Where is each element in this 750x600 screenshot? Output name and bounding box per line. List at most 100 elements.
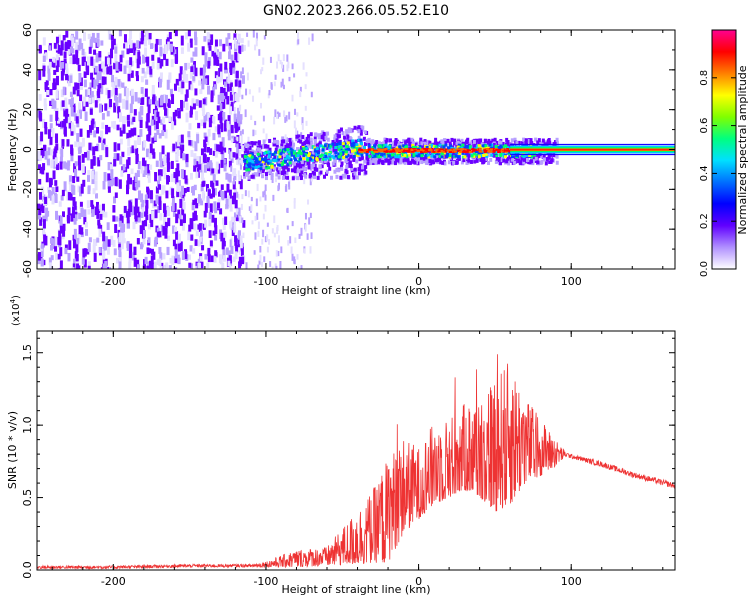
spectrogram-cell — [158, 246, 162, 254]
spectrogram-cell — [404, 149, 408, 152]
spectrogram-cell — [327, 143, 331, 147]
spectrogram-cell — [465, 144, 469, 148]
spectrogram-cell — [156, 180, 160, 188]
spectrogram-cell — [238, 120, 241, 127]
spectrogram-cell — [448, 141, 452, 146]
spectrogram-cell — [356, 153, 360, 157]
spectrogram-cell — [307, 165, 311, 170]
spectrogram-cell — [151, 61, 155, 69]
spectrogram-cell — [155, 100, 159, 106]
spectrogram-cell — [329, 175, 333, 180]
spectrogram-cell — [185, 89, 189, 98]
spectrogram-cell — [262, 139, 266, 144]
spectrogram-cell — [89, 108, 93, 115]
spectrogram-cell — [222, 255, 226, 262]
spectrogram-cell — [444, 148, 448, 151]
spectrogram-cell — [479, 154, 483, 158]
spectrogram-cell — [311, 150, 315, 155]
spectrogram-cell — [107, 186, 111, 193]
spectrogram-cell — [294, 127, 297, 136]
spectrogram-cell — [256, 212, 259, 220]
spectrogram-cell — [171, 225, 175, 234]
spectrogram-cell — [97, 157, 101, 167]
spectrogram-cell — [322, 145, 326, 149]
spectrogram-cell — [178, 185, 182, 192]
spectrogram-cell — [245, 171, 249, 176]
spectrogram-cell — [102, 249, 106, 256]
spectrogram-cell — [311, 146, 315, 150]
spectrogram-cell — [306, 161, 310, 166]
spectrogram-cell — [126, 241, 130, 251]
spectrogram-cell — [270, 175, 274, 180]
spectrogram-cell — [203, 114, 207, 125]
spectrogram-cell — [300, 170, 304, 175]
spectrogram-cell — [125, 40, 129, 50]
spectrogram-cell — [88, 142, 92, 151]
spectrogram-cell — [248, 206, 251, 211]
spectrogram-cell — [248, 154, 252, 158]
spectrogram-cell — [406, 158, 410, 163]
spectrogram-cell — [181, 208, 185, 216]
spectrogram-cell — [37, 203, 41, 210]
spectrogram-cell — [200, 183, 204, 192]
spectrogram-cell — [306, 233, 309, 240]
spectrogram-cell — [65, 68, 69, 76]
spectrogram-cell — [307, 199, 310, 205]
spectrogram-cell — [93, 49, 97, 55]
spectrogram-cell — [130, 70, 134, 78]
spectrogram-cell — [446, 149, 450, 152]
spectrogram-cell — [241, 67, 244, 75]
spectrogram-cell — [284, 148, 288, 152]
spectrogram-cell — [136, 238, 140, 245]
spectrogram-cell — [251, 167, 255, 171]
spectrogram-cell — [163, 94, 167, 104]
spectrogram-cell — [318, 155, 322, 159]
spectrogram-cell — [258, 87, 261, 93]
spectrogram-cell — [495, 150, 499, 154]
spectrogram-cell — [207, 254, 211, 263]
spectrogram-cell — [234, 93, 238, 102]
spectrogram-cell — [200, 170, 204, 180]
spectrogram-cell — [262, 57, 265, 65]
spectrogram-ytick-label: 0 — [21, 146, 34, 153]
spectrogram-cell — [100, 130, 104, 138]
spectrogram-cell — [167, 162, 171, 170]
spectrogram-cell — [530, 155, 534, 159]
spectrogram-cell — [192, 51, 196, 57]
spectrogram-cell — [251, 160, 255, 164]
spectrogram-cell — [440, 148, 444, 151]
spectrogram-cell — [49, 262, 53, 269]
spectrogram-cell — [299, 86, 302, 92]
spectrogram-cell — [100, 85, 104, 95]
spectrogram-cell — [202, 69, 206, 79]
spectrogram-cell — [83, 152, 87, 158]
spectrogram-cell — [426, 153, 430, 157]
spectrogram-cell — [338, 142, 342, 146]
spectrogram-cell — [310, 232, 313, 239]
spectrogram-cell — [420, 141, 424, 146]
spectrogram-cell — [92, 188, 96, 195]
spectrogram-cell — [47, 129, 51, 139]
spectrogram-cell — [166, 206, 170, 217]
spectrogram-cell — [500, 158, 504, 163]
spectrogram-cell — [373, 150, 377, 153]
spectrogram-cell — [121, 50, 125, 58]
spectrogram-cell — [214, 126, 218, 132]
spectrogram-cell — [164, 94, 168, 104]
spectrogram-cell — [324, 154, 328, 158]
spectrogram-cell — [388, 144, 392, 148]
spectrogram-cell — [270, 84, 273, 90]
spectrogram-cell — [119, 156, 123, 165]
spectrogram-cell — [296, 112, 299, 117]
spectrogram-cell — [175, 174, 179, 185]
spectrogram-cell — [121, 116, 125, 126]
spectrogram-cell — [142, 238, 146, 245]
spectrogram-cell — [159, 60, 163, 66]
spectrogram-cell — [483, 149, 487, 152]
spectrogram-cell — [264, 160, 268, 165]
spectrogram-cell — [223, 123, 227, 132]
spectrogram-cell — [232, 152, 236, 158]
spectrogram-cell — [320, 164, 324, 169]
spectrogram-cell — [309, 246, 312, 254]
spectrogram-cell — [153, 239, 157, 247]
